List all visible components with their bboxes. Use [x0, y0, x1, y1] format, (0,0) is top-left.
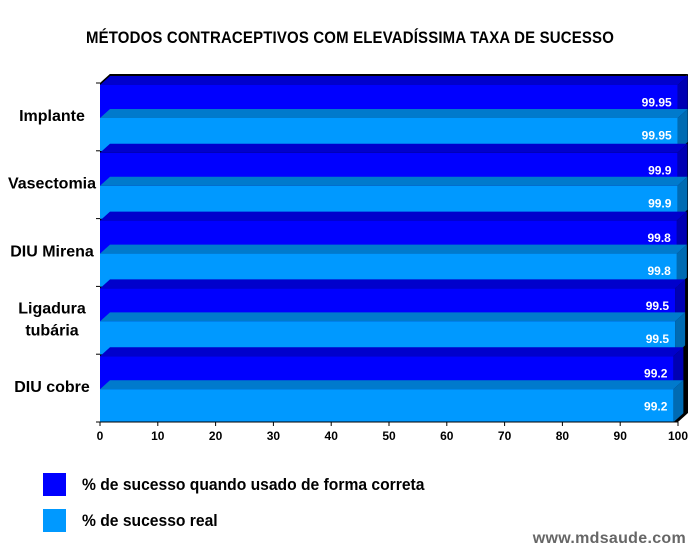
- legend-item-correct-use: % de sucesso quando usado de forma corre…: [43, 473, 454, 496]
- x-tick-label-10: 100: [668, 429, 688, 443]
- data-label-correct-use-1: 99.9: [648, 163, 672, 177]
- legend-swatch-correct-use: [43, 473, 66, 496]
- data-label-correct-use-0: 99.95: [642, 96, 672, 110]
- x-tick-label-3: 30: [267, 429, 281, 443]
- bar-top-real-0: [100, 109, 688, 118]
- bar-end-correct-use-2: [676, 211, 687, 254]
- data-label-correct-use-2: 99.8: [647, 231, 671, 245]
- category-label-3-line-1: tubária: [25, 322, 78, 339]
- bar-end-real-2: [676, 244, 687, 287]
- x-tick-label-5: 50: [382, 429, 396, 443]
- bar-real-4: [100, 389, 674, 423]
- bar-top-correct-use-4: [100, 347, 684, 357]
- data-label-real-0: 99.95: [642, 129, 672, 143]
- category-label-0: Implante: [19, 108, 85, 125]
- data-label-real-1: 99.9: [648, 196, 672, 210]
- bar-top-real-3: [100, 312, 686, 322]
- bar-end-correct-use-4: [673, 347, 684, 390]
- data-label-real-4: 99.2: [644, 400, 668, 414]
- bar-top-correct-use-1: [100, 143, 688, 153]
- bar-top-correct-use-2: [100, 211, 687, 221]
- data-label-correct-use-4: 99.2: [644, 367, 668, 381]
- category-label-4: DIU cobre: [14, 379, 90, 396]
- bar-end-correct-use-3: [675, 279, 686, 322]
- bar-top-real-4: [100, 380, 684, 390]
- x-tick-label-1: 10: [151, 429, 165, 443]
- x-tick-label-9: 90: [614, 429, 628, 443]
- bar-top-real-1: [100, 176, 688, 186]
- watermark: www.mdsaude.com: [532, 530, 686, 547]
- x-tick-label-6: 60: [440, 429, 454, 443]
- x-tick-label-7: 70: [498, 429, 512, 443]
- legend-label-real: % de sucesso real: [82, 510, 218, 530]
- bar-end-real-0: [677, 109, 688, 151]
- data-label-real-2: 99.8: [647, 264, 671, 278]
- bar-top-correct-use-0: [100, 76, 688, 85]
- category-label-2: DIU Mirena: [10, 244, 94, 261]
- legend-item-real: % de sucesso real: [43, 509, 229, 532]
- legend-label-correct-use: % de sucesso quando usado de forma corre…: [82, 474, 425, 494]
- bar-end-real-4: [673, 380, 684, 423]
- bar-end-real-3: [675, 312, 686, 355]
- bar-end-real-1: [677, 176, 688, 219]
- bar-top-correct-use-3: [100, 279, 686, 289]
- data-label-correct-use-3: 99.5: [646, 299, 670, 313]
- x-tick-label-2: 20: [209, 429, 223, 443]
- x-tick-label-0: 0: [97, 429, 104, 443]
- x-tick-label-8: 80: [556, 429, 570, 443]
- category-label-1: Vasectomia: [8, 176, 96, 193]
- bar-end-correct-use-0: [677, 76, 688, 118]
- legend-swatch-real: [43, 509, 66, 532]
- bar-top-real-2: [100, 244, 687, 254]
- bar-chart: 99.95 99.95 Implante 99.9 99.9 Vasectomia 99.8…: [8, 74, 688, 443]
- x-tick-label-4: 40: [325, 429, 339, 443]
- bar-end-correct-use-1: [677, 143, 688, 186]
- data-label-real-3: 99.5: [646, 332, 670, 346]
- category-label-3-line-0: Ligadura: [18, 300, 86, 317]
- chart-title: MÉTODOS CONTRACEPTIVOS COM ELEVADÍSSIMA …: [85, 28, 615, 47]
